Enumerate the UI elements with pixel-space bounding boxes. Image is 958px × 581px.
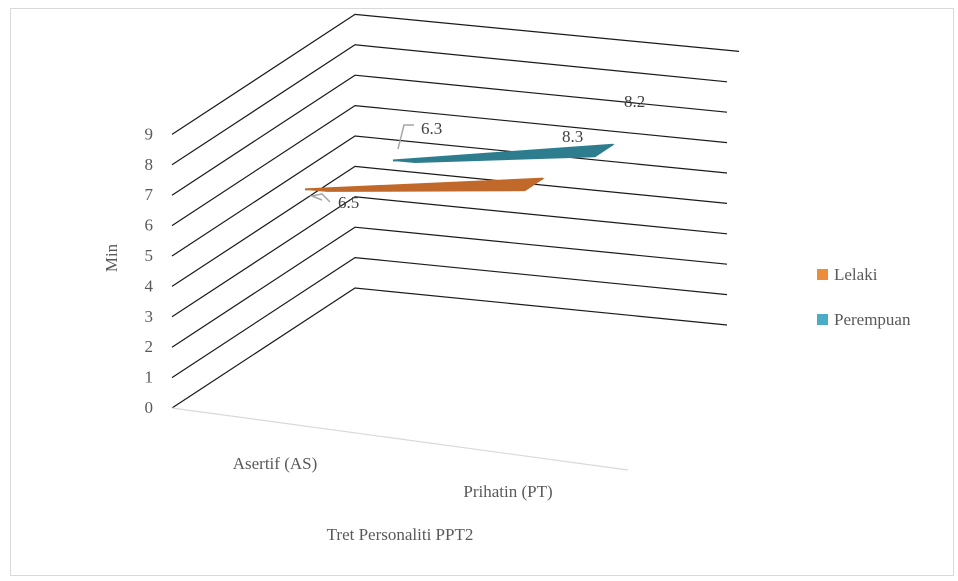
y-tick-label: 3 xyxy=(145,307,154,326)
data-label: 6.5 xyxy=(338,193,359,212)
legend-swatch-lelaki xyxy=(817,269,828,280)
gridline xyxy=(171,104,728,227)
y-tick-label: 5 xyxy=(145,246,154,265)
data-label-leader xyxy=(309,193,331,203)
data-label: 8.3 xyxy=(562,127,583,146)
y-tick-label: 6 xyxy=(145,216,154,235)
y-tick-label: 1 xyxy=(145,368,154,387)
y-tick-labels: 0 1 2 3 4 5 6 7 8 9 xyxy=(145,124,154,417)
x-axis-title: Tret Personaliti PPT2 xyxy=(327,525,474,544)
category-labels: Asertif (AS) Prihatin (PT) xyxy=(233,454,553,501)
category-label: Prihatin (PT) xyxy=(463,482,552,501)
category-label: Asertif (AS) xyxy=(233,454,318,473)
legend-label-lelaki: Lelaki xyxy=(834,265,878,284)
gridline xyxy=(171,165,728,287)
y-axis-title: Min xyxy=(102,243,121,272)
chart-frame xyxy=(10,8,954,576)
y-tick-label: 7 xyxy=(145,185,154,204)
data-label: 8.2 xyxy=(624,92,645,111)
gridline xyxy=(171,135,728,257)
gridlines xyxy=(171,13,740,409)
data-label-leader xyxy=(397,124,414,150)
gridline xyxy=(171,287,728,409)
y-tick-label: 9 xyxy=(145,124,154,143)
floor-edge xyxy=(171,407,629,471)
legend-swatch-perempuan xyxy=(817,314,828,325)
y-tick-label: 4 xyxy=(145,276,154,295)
series-line-perempuan xyxy=(392,143,614,162)
gridline xyxy=(171,13,740,135)
data-labels: 6.5 8.3 6.3 8.2 xyxy=(309,92,645,212)
y-tick-label: 2 xyxy=(145,337,154,356)
legend-label-perempuan: Perempuan xyxy=(834,310,911,329)
gridline xyxy=(171,226,728,348)
y-tick-label: 0 xyxy=(145,398,154,417)
legend: Lelaki Perempuan xyxy=(817,265,911,329)
gridline xyxy=(171,74,728,196)
gridline xyxy=(171,256,728,379)
data-label: 6.3 xyxy=(421,119,442,138)
series-line-lelaki xyxy=(304,177,544,191)
gridline xyxy=(171,44,728,166)
y-tick-label: 8 xyxy=(145,155,154,174)
chart-floor xyxy=(171,407,629,471)
series-ribbons xyxy=(304,143,615,192)
gridline xyxy=(171,196,728,318)
